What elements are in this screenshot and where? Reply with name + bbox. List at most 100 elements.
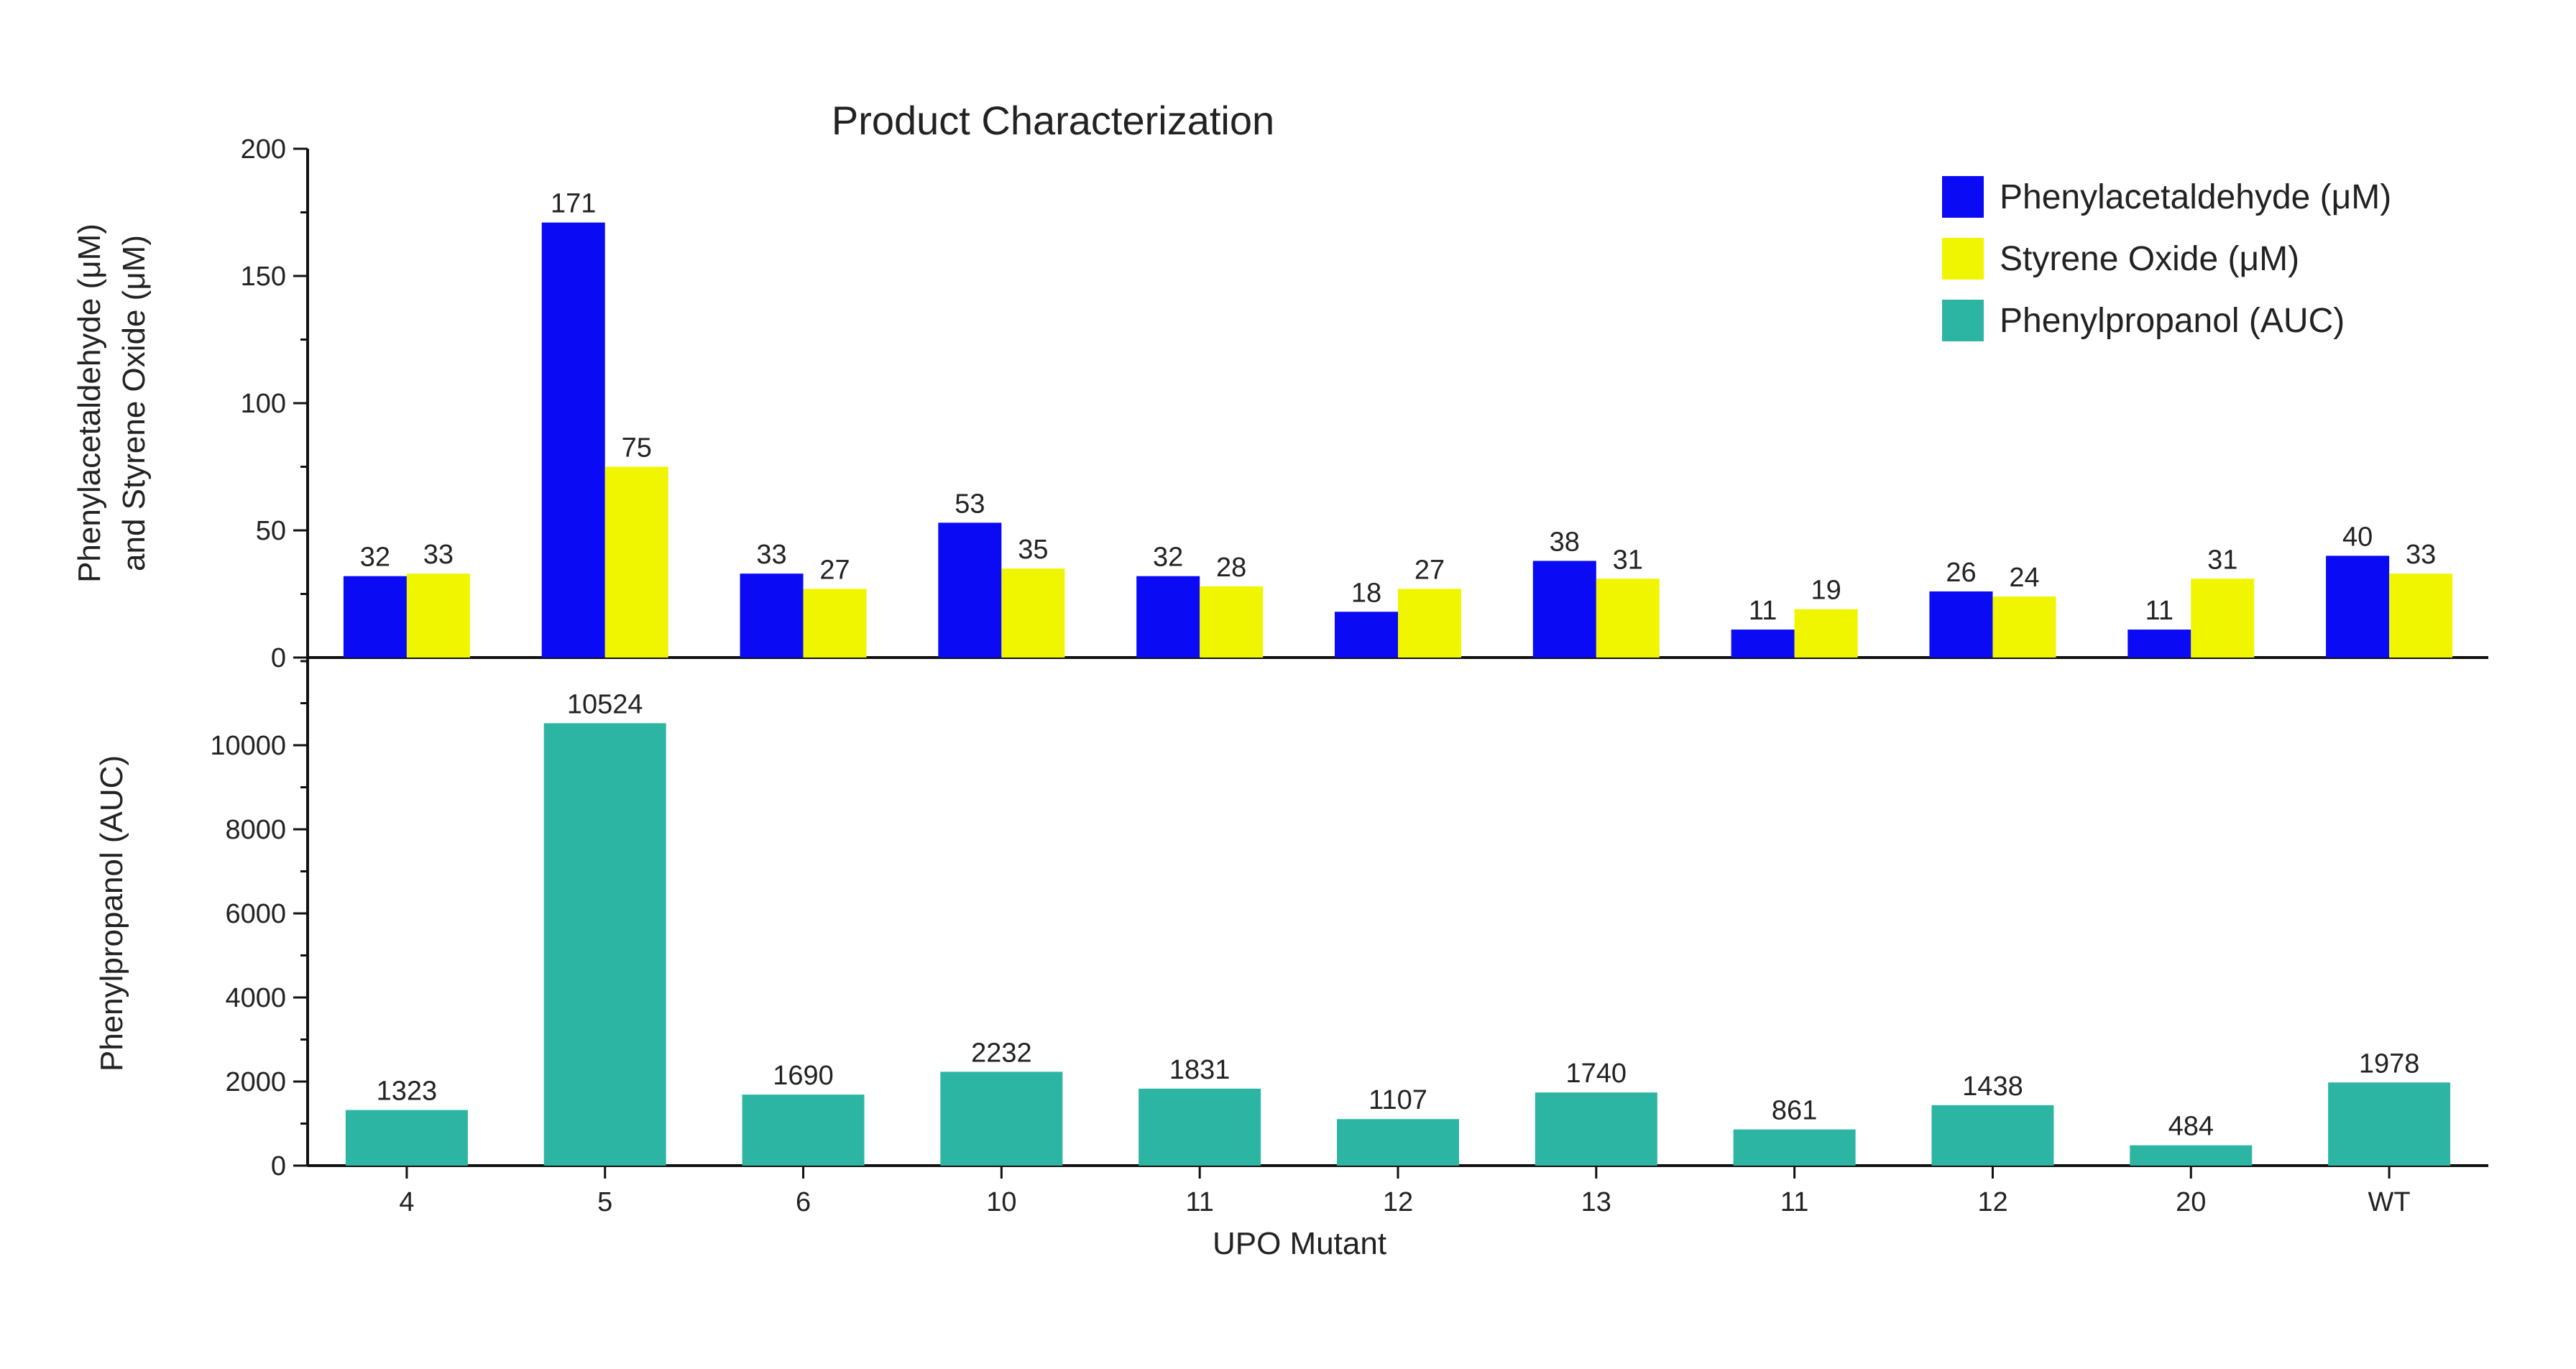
panel-top: 0 50 100 150 200 Phenylacetaldehyde (μM) and S… — [72, 134, 2488, 673]
bar — [742, 1094, 865, 1166]
bar — [1731, 630, 1795, 658]
y-axis-label: Phenylacetaldehyde (μM) — [72, 223, 107, 583]
y-tick-label: 2000 — [225, 1067, 286, 1097]
bar-value-label: 861 — [1772, 1096, 1817, 1126]
bar — [803, 589, 867, 658]
legend-label: Phenylacetaldehyde (μM) — [2000, 178, 2391, 216]
x-tick-label: 11 — [1185, 1187, 1213, 1217]
bar — [1733, 1129, 1856, 1166]
bar-value-label: 27 — [1414, 555, 1445, 585]
y-tick-label: 100 — [241, 389, 286, 419]
bar-value-label: 33 — [756, 540, 786, 570]
bar — [345, 1110, 468, 1166]
bar-value-label: 40 — [2342, 522, 2373, 552]
legend-swatch — [1942, 300, 1984, 341]
bar — [543, 723, 666, 1166]
bar-value-label: 10524 — [567, 689, 643, 719]
bar-value-label: 24 — [2009, 563, 2039, 593]
y-tick-label: 8000 — [225, 815, 286, 845]
bar-value-label: 2232 — [971, 1038, 1032, 1068]
bar — [1138, 1088, 1261, 1166]
bar-value-label: 1740 — [1566, 1059, 1627, 1089]
x-tick-label: 13 — [1581, 1187, 1611, 1217]
bar-value-label: 31 — [2207, 545, 2237, 575]
bar-value-label: 1978 — [2359, 1048, 2420, 1079]
bar-value-label: 28 — [1216, 553, 1246, 583]
bar — [1596, 579, 1660, 658]
x-axis-label: UPO Mutant — [1213, 1226, 1386, 1261]
bar-value-label: 1831 — [1169, 1055, 1230, 1085]
y-tick-label: 0 — [271, 643, 286, 673]
legend-label: Styrene Oxide (μM) — [2000, 240, 2299, 278]
bar-value-label: 38 — [1550, 527, 1580, 557]
y-axis-label: Phenylpropanol (AUC) — [94, 755, 129, 1071]
bar-value-label: 1438 — [1962, 1071, 2023, 1102]
bar-value-label: 27 — [819, 555, 850, 585]
x-tick-label: 12 — [1977, 1187, 2007, 1217]
chart-title: Product Characterization — [832, 98, 1274, 143]
bar-value-label: 11 — [1749, 596, 1777, 626]
legend-entry: Styrene Oxide (μM) — [1942, 238, 2299, 280]
bar — [2326, 556, 2390, 658]
bar — [1335, 612, 1398, 658]
bar — [2389, 573, 2453, 658]
bar — [1532, 561, 1596, 658]
x-tick-label: 10 — [986, 1187, 1016, 1217]
bar — [938, 522, 1002, 658]
bar-value-label: 75 — [622, 433, 652, 464]
bar — [604, 466, 668, 658]
bar-value-label: 31 — [1613, 545, 1643, 575]
bar — [1929, 591, 1993, 658]
y-tick-label: 6000 — [225, 899, 286, 929]
bar-value-label: 11 — [2145, 596, 2174, 626]
panel-bottom: 0 2000 4000 6000 8000 10000 Phenylpropanol (AU… — [94, 660, 2488, 1181]
y-tick-label: 50 — [256, 516, 286, 546]
bar-value-label: 171 — [551, 189, 596, 219]
bar-value-label: 35 — [1018, 535, 1048, 565]
bar — [2191, 579, 2255, 658]
bar-value-label: 1690 — [773, 1061, 834, 1091]
x-tick-label: 20 — [2176, 1187, 2206, 1217]
bar — [1794, 609, 1858, 658]
bar — [1337, 1119, 1459, 1166]
bar — [2128, 630, 2191, 658]
legend-label: Phenylpropanol (AUC) — [2000, 302, 2345, 340]
x-tick-label: WT — [2368, 1187, 2411, 1217]
y-axis-label: and Styrene Oxide (μM) — [116, 235, 152, 571]
x-tick-label: 6 — [796, 1187, 811, 1217]
x-tick-label: 4 — [399, 1187, 414, 1217]
y-tick-label: 4000 — [225, 983, 286, 1013]
bar — [2130, 1145, 2253, 1166]
bar — [740, 573, 804, 658]
bar — [2328, 1082, 2451, 1166]
bar — [1535, 1092, 1657, 1166]
bar-value-label: 484 — [2168, 1112, 2214, 1142]
y-tick-label: 0 — [271, 1151, 286, 1181]
bar-value-label: 19 — [1811, 576, 1841, 606]
legend-entry: Phenylacetaldehyde (μM) — [1942, 176, 2391, 218]
bar-value-label: 18 — [1351, 578, 1381, 608]
bar — [541, 222, 605, 658]
bar — [1136, 576, 1200, 658]
bar-value-label: 32 — [360, 543, 390, 573]
bar — [1992, 596, 2056, 658]
bar-value-label: 1107 — [1368, 1085, 1427, 1115]
legend-entry: Phenylpropanol (AUC) — [1942, 300, 2345, 341]
x-tick-label: 5 — [597, 1187, 612, 1217]
bar — [940, 1071, 1063, 1166]
y-tick-label: 150 — [241, 262, 286, 292]
bar-value-label: 26 — [1946, 558, 1976, 588]
bar-value-label: 33 — [2406, 540, 2436, 570]
y-tick-label: 10000 — [210, 731, 286, 761]
bar-value-label: 32 — [1153, 543, 1183, 573]
legend-swatch — [1942, 238, 1984, 280]
bar-value-label: 53 — [954, 489, 985, 519]
y-tick-label: 200 — [241, 134, 286, 165]
bar — [1001, 568, 1065, 658]
bar-value-label: 1323 — [377, 1077, 438, 1107]
x-tick-label: 11 — [1780, 1187, 1808, 1217]
bar — [1931, 1105, 2054, 1166]
bar — [1200, 586, 1264, 658]
